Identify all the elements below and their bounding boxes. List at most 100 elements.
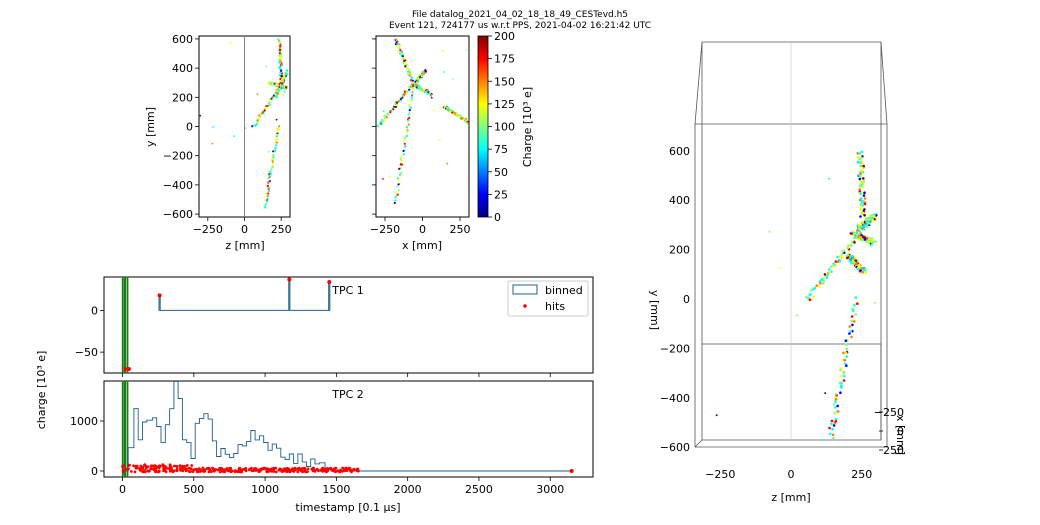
tpc2-hit — [334, 470, 337, 474]
3d-hit — [861, 221, 865, 225]
tpc2-hit — [250, 466, 253, 470]
3d-hit — [863, 202, 867, 206]
3d-noise-hit — [874, 301, 876, 304]
hit-point — [285, 86, 288, 89]
3d-hit — [846, 254, 849, 257]
hit-point — [407, 123, 410, 126]
hit-point — [286, 73, 289, 76]
y-tick-label: 0 — [91, 304, 98, 317]
3d-hit — [854, 256, 857, 260]
file-title: File datalog_2021_04_02_18_18_49_CESTevd… — [412, 10, 628, 20]
3d-hit — [829, 265, 833, 269]
hit-point — [448, 110, 451, 113]
x-tick-label: 0 — [419, 223, 426, 236]
3d-hit — [858, 152, 861, 155]
3d-hit — [831, 264, 835, 268]
hit-point — [394, 199, 397, 202]
tpc2-hit — [345, 469, 349, 472]
3d-hit — [860, 199, 864, 203]
noise-hit — [442, 71, 445, 73]
hit-point — [403, 63, 406, 66]
3d-hit — [839, 368, 842, 372]
3d-hit — [812, 295, 815, 299]
tpc2-hit — [301, 470, 305, 474]
tpc2-hit — [153, 467, 157, 470]
hit-point — [268, 103, 272, 107]
tpc2-hit — [142, 469, 146, 472]
zy-projection-panel: −250 0 250 600 400 200 0 −200 −400 −600 z [mm] y … — [144, 33, 292, 252]
tpc2-hit — [228, 469, 231, 473]
tpc2-hit — [126, 467, 130, 471]
3d-hit — [859, 223, 863, 227]
tpc2-hit — [285, 468, 289, 472]
hit-point — [427, 90, 430, 93]
3d-hit — [838, 260, 842, 264]
tpc1-hit — [123, 367, 128, 371]
hit-point — [267, 192, 270, 195]
tpc2-hit — [210, 470, 213, 473]
tpc2-hit — [155, 465, 158, 468]
tpc2-hit — [322, 469, 326, 473]
y-tick-label: −200 — [163, 150, 193, 163]
tpc2-hit — [255, 468, 258, 471]
colorbar-gradient — [477, 35, 489, 218]
tpc2-hit — [191, 470, 195, 473]
3d-hit — [828, 426, 831, 430]
y-tick-label: 600 — [172, 33, 193, 46]
tpc2-hit — [331, 469, 335, 473]
3d-hit — [862, 194, 866, 197]
3d-hit — [864, 271, 868, 275]
tpc2-hit — [189, 467, 193, 471]
hit-point — [276, 83, 279, 86]
3d-hit — [860, 169, 863, 173]
hit-point — [279, 48, 282, 52]
3d-hit — [808, 298, 812, 302]
hit-point — [380, 118, 384, 121]
tpc2-hit — [283, 469, 286, 473]
3d-y-tick-label: 600 — [669, 145, 690, 158]
3d-hit — [810, 288, 813, 292]
hit-point — [271, 157, 274, 161]
hit-point — [274, 146, 277, 150]
hit-point — [275, 135, 278, 138]
3d-box-edges — [694, 41, 888, 448]
3d-hit — [859, 215, 862, 218]
3d-hit — [846, 246, 850, 250]
hit-point — [407, 119, 410, 122]
3d-hit — [834, 398, 838, 401]
hit-point — [405, 135, 408, 138]
3d-hit — [860, 156, 863, 160]
3d-hit — [871, 242, 874, 246]
legend-hits-label: hits — [545, 300, 565, 313]
hit-point — [272, 162, 275, 165]
tpc2-hit — [185, 467, 188, 471]
hit-point — [378, 122, 381, 125]
noise-hit — [382, 178, 384, 180]
tpc2-hit — [157, 466, 161, 470]
tpc2-hit — [217, 468, 221, 471]
xy-frame — [375, 35, 470, 218]
3d-hit — [822, 279, 826, 283]
hit-point — [267, 177, 270, 180]
x-tick-label: 2000 — [394, 483, 422, 496]
3d-hit — [853, 236, 856, 239]
3d-hit — [853, 303, 856, 307]
tpc2-hit — [144, 467, 148, 470]
3d-z-tick-label: −250 — [705, 468, 735, 481]
hit-point — [401, 55, 405, 58]
hit-point — [274, 149, 277, 153]
y-tick-label: −400 — [163, 179, 193, 192]
colorbar-tick-label: 0 — [494, 211, 501, 224]
tpc2-hit — [146, 465, 150, 469]
tpc2-hit — [329, 466, 333, 470]
tpc2-hit — [170, 466, 173, 470]
hit-point — [404, 59, 407, 62]
noise-hit — [438, 138, 440, 141]
hit-point — [408, 116, 411, 119]
hit-point — [278, 60, 281, 63]
hit-point — [279, 81, 282, 84]
hit-point — [406, 70, 409, 73]
hit-point — [458, 115, 461, 118]
hit-point — [266, 184, 269, 188]
x-tick-label: −250 — [193, 223, 223, 236]
